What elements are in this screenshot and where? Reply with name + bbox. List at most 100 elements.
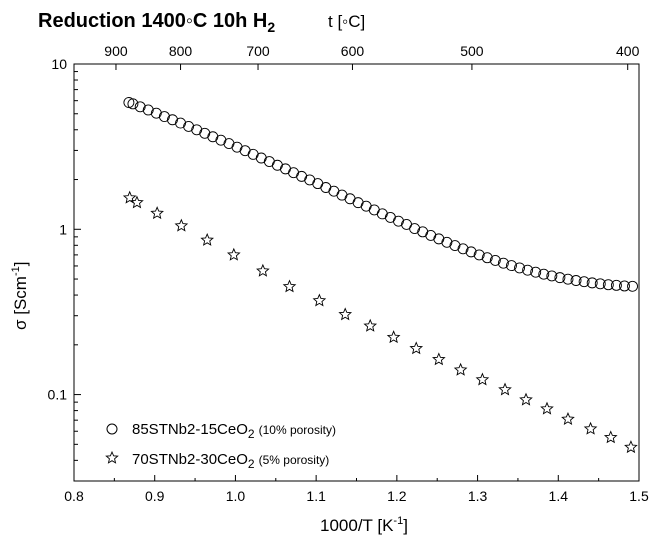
circle-point: [594, 278, 606, 290]
star-point: [453, 362, 468, 376]
circle-point: [586, 277, 598, 289]
star-point: [282, 279, 297, 293]
star-point: [583, 421, 598, 435]
y-tick-label: 10: [51, 56, 67, 72]
top-tick-label: 500: [460, 43, 484, 59]
legend-marker-circle: [106, 423, 118, 435]
circle-point: [449, 240, 461, 252]
circle-point: [481, 252, 493, 264]
x-axis-label-sup: -1: [393, 515, 403, 527]
legend-marker-star: [105, 450, 119, 464]
star-point: [561, 411, 575, 425]
star-point: [338, 307, 353, 321]
x-axis-label-end: ]: [403, 516, 408, 535]
circle-point: [489, 254, 501, 266]
legend-label-85stnb2-name: 85STNb2-15CeO: [132, 421, 248, 438]
star-point: [226, 247, 241, 261]
star-point: [540, 401, 554, 415]
star-point: [130, 195, 144, 209]
circle-point: [554, 272, 566, 284]
x-tick-label: 1.2: [387, 488, 407, 504]
circle-point: [514, 262, 525, 274]
top-tick-label: 600: [341, 43, 365, 59]
circle-point: [506, 260, 517, 272]
star-point: [256, 263, 270, 277]
y-axis-label-end: ]: [11, 262, 30, 267]
x-tick-label: 1.5: [629, 488, 649, 504]
chart-title: Reduction 1400◦C 10h H2: [38, 10, 275, 35]
y-axis-label-main: σ [Scm: [11, 276, 30, 330]
legend-label-70stnb2-note: (5% porosity): [259, 453, 330, 467]
circle-point: [183, 120, 195, 132]
star-point: [200, 232, 214, 246]
star-point: [363, 318, 378, 332]
top-tick-label: 700: [246, 43, 270, 59]
legend-label-85stnb2-sub: 2: [248, 427, 255, 441]
x-tick-label: 1.3: [468, 488, 488, 504]
circle-point: [497, 257, 509, 269]
circle-point: [522, 264, 534, 276]
circle-point: [546, 270, 558, 282]
x-tick-label: 0.8: [64, 488, 84, 504]
y-axis: 0.1 1 10: [48, 56, 81, 482]
circle-point: [610, 279, 622, 291]
circle-point: [562, 273, 574, 285]
legend-label-85stnb2: 85STNb2-15CeO2 (10% porosity): [132, 421, 336, 441]
legend-label-70stnb2-sub: 2: [248, 457, 255, 471]
top-tick-label: 400: [616, 43, 640, 59]
legend: 85STNb2-15CeO2 (10% porosity) 70STNb2-30C…: [105, 421, 336, 471]
y-axis-label-sup: -1: [10, 266, 22, 276]
star-point: [498, 382, 512, 396]
star-point: [624, 440, 638, 454]
x-tick-label: 1.1: [306, 488, 326, 504]
legend-label-70stnb2: 70STNb2-30CeO2 (5% porosity): [132, 451, 329, 471]
x-tick-label: 0.9: [145, 488, 165, 504]
legend-label-70stnb2-name: 70STNb2-30CeO: [132, 451, 248, 468]
x-tick-label: 1.0: [226, 488, 246, 504]
chart-title-subscript: 2: [267, 19, 275, 35]
star-point: [432, 352, 446, 366]
series-70stnb2-30ceo2: [122, 190, 638, 454]
x-axis-label-main: 1000/T [K: [320, 516, 394, 535]
y-tick-label: 1: [59, 221, 67, 237]
circle-point: [409, 223, 421, 235]
circle-point: [175, 117, 186, 129]
star-point: [312, 293, 327, 307]
circle-point: [627, 280, 638, 292]
top-tick-label: 800: [169, 43, 193, 59]
top-tick-label: 900: [104, 43, 128, 59]
y-axis-label: σ [Scm-1]: [10, 262, 30, 330]
star-point: [519, 392, 533, 406]
star-point: [603, 430, 618, 444]
circle-point: [441, 236, 453, 248]
chart-title-main: Reduction 1400◦C 10h H: [38, 10, 267, 32]
star-point: [174, 218, 189, 232]
circle-point: [570, 275, 582, 286]
y-tick-label: 0.1: [48, 387, 68, 403]
circle-point: [457, 243, 469, 255]
circle-point: [619, 280, 630, 292]
circle-point: [393, 215, 404, 227]
circle-point: [142, 104, 154, 116]
star-point: [386, 330, 401, 344]
top-axis: 900 800 700 600 500 400: [104, 43, 640, 70]
circle-point: [134, 101, 146, 113]
star-point: [475, 372, 490, 386]
legend-label-85stnb2-note: (10% porosity): [259, 423, 336, 437]
circle-point: [530, 266, 542, 278]
circle-point: [158, 111, 170, 122]
circle-point: [473, 249, 485, 261]
circle-point: [578, 276, 590, 288]
top-axis-label: t [◦C]: [328, 12, 365, 31]
star-point: [150, 206, 164, 220]
star-point: [409, 341, 424, 355]
series-85stnb2-15ceo2: [123, 97, 638, 292]
circle-point: [538, 268, 550, 280]
x-tick-label: 1.4: [549, 488, 569, 504]
circle-point: [465, 246, 477, 258]
star-point: [122, 190, 137, 204]
x-axis-label: 1000/T [K-1]: [320, 515, 408, 535]
x-axis: 0.8 0.9 1.0 1.1 1.2 1.3 1.4 1.5: [64, 475, 649, 504]
circle-point: [602, 279, 614, 291]
